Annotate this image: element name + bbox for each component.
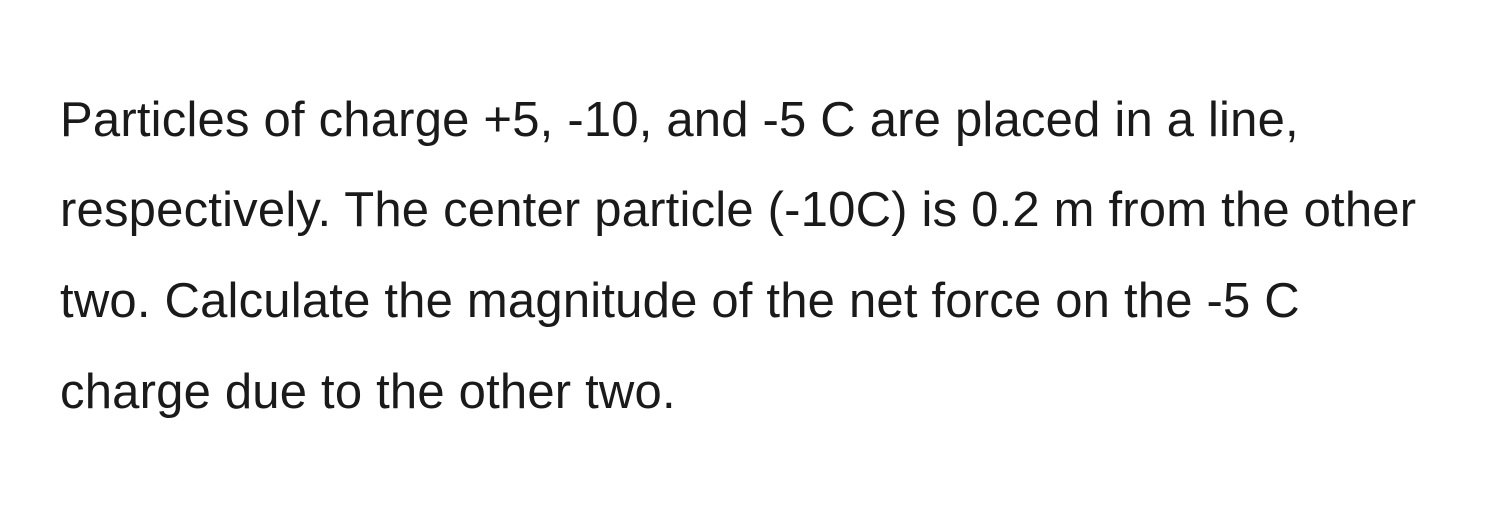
physics-problem-text: Particles of charge +5, -10, and -5 C ar…: [60, 75, 1440, 438]
